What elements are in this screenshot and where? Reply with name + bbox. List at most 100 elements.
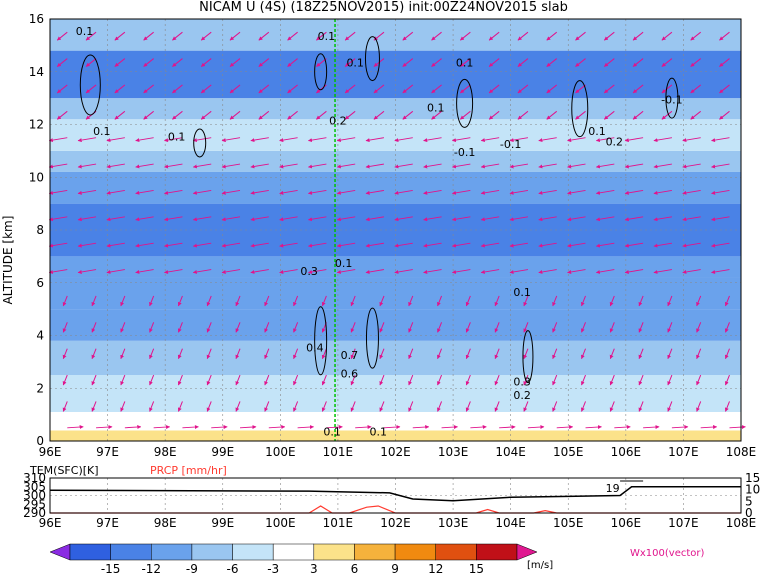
contour-label: -0.1 bbox=[454, 146, 475, 159]
wind-arrow bbox=[287, 31, 298, 41]
wind-arrow bbox=[135, 137, 154, 143]
wind-arrow bbox=[365, 189, 385, 195]
wind-arrow bbox=[431, 58, 442, 67]
wind-arrow bbox=[336, 242, 356, 248]
wind-arrow bbox=[143, 31, 154, 41]
wind-arrow bbox=[85, 31, 97, 41]
wind-arrow bbox=[581, 401, 586, 412]
wind-arrow bbox=[172, 31, 183, 41]
wind-arrow bbox=[297, 425, 315, 430]
wind-arrow bbox=[423, 269, 442, 274]
contour-label: 0.3 bbox=[300, 265, 318, 278]
wind-arrow bbox=[114, 110, 126, 120]
wind-arrow bbox=[690, 110, 702, 120]
bottom-x-tick-label: 104E bbox=[495, 516, 526, 530]
wind-arrow bbox=[114, 84, 126, 94]
colorbar-unit: [m/s] bbox=[527, 560, 553, 571]
x-tick-label: 98E bbox=[154, 445, 177, 459]
wind-arrow bbox=[480, 189, 500, 195]
wind-arrow bbox=[546, 31, 558, 41]
wind-arrow bbox=[653, 189, 672, 195]
wind-arrow bbox=[379, 348, 385, 360]
wind-arrow bbox=[350, 322, 356, 333]
wind-arrow bbox=[696, 322, 702, 333]
wind-arrow bbox=[494, 295, 500, 307]
wind-arrow bbox=[682, 269, 701, 274]
wind-arrow bbox=[609, 374, 615, 386]
wind-arrow bbox=[423, 189, 442, 195]
wind-arrow bbox=[538, 163, 557, 169]
wind-arrow bbox=[581, 295, 586, 307]
x-tick-label: 104E bbox=[495, 445, 526, 459]
wind-arrow bbox=[567, 137, 586, 143]
wind-arrow bbox=[77, 163, 97, 169]
wind-arrow bbox=[402, 58, 414, 67]
wind-arrow bbox=[451, 216, 471, 222]
wind-arrow bbox=[624, 242, 644, 248]
wind-arrow bbox=[350, 295, 356, 307]
bottom-x-tick-label: 107E bbox=[668, 516, 699, 530]
wind-arrow bbox=[653, 242, 672, 248]
wind-arrow bbox=[394, 137, 413, 143]
colorbar-segment bbox=[354, 543, 396, 561]
wind-arrow bbox=[624, 137, 644, 143]
contour-label: 0.1 bbox=[323, 426, 341, 439]
wind-arrow bbox=[595, 189, 615, 195]
contour-label: -0.1 bbox=[500, 138, 521, 151]
contour-label: 0.1 bbox=[318, 30, 336, 43]
y-axis-label: ALTITUDE [km] bbox=[1, 216, 15, 305]
y-tick-label: 8 bbox=[36, 223, 44, 237]
wind-arrow bbox=[172, 58, 183, 67]
x-tick-label: 96E bbox=[39, 445, 62, 459]
wind-arrow bbox=[423, 163, 442, 169]
wind-arrow bbox=[120, 348, 126, 360]
bottom-left-tick: 305 bbox=[23, 480, 46, 494]
wind-arrow bbox=[379, 322, 385, 333]
wind-arrow bbox=[581, 374, 586, 386]
wind-arrow bbox=[581, 348, 586, 360]
wind-arrow bbox=[206, 295, 212, 307]
wind-arrow bbox=[682, 189, 701, 195]
wind-arrow bbox=[192, 163, 212, 169]
wind-arrow bbox=[192, 137, 212, 143]
wind-arrow bbox=[96, 425, 113, 430]
wind-arrow bbox=[264, 401, 270, 412]
colorbar-tick: 15 bbox=[469, 562, 484, 575]
wind-arrow bbox=[552, 322, 558, 333]
wind-arrow bbox=[177, 295, 183, 307]
wind-arrow bbox=[91, 401, 97, 412]
wind-arrow bbox=[711, 242, 730, 248]
colorbar-tick: -9 bbox=[186, 562, 198, 575]
wind-arrow bbox=[729, 425, 746, 430]
wind-arrow bbox=[91, 348, 97, 360]
wind-arrow bbox=[408, 322, 414, 333]
wind-arrow bbox=[321, 348, 327, 360]
contour-label: 0.4 bbox=[306, 341, 324, 354]
wind-arrow bbox=[350, 401, 356, 412]
wind-arrow bbox=[192, 216, 212, 222]
wind-arrow bbox=[279, 137, 298, 143]
wind-arrow bbox=[85, 58, 97, 67]
wind-arrow bbox=[696, 374, 702, 386]
bottom-right-tick: 5 bbox=[745, 494, 753, 508]
contour-line bbox=[456, 78, 474, 128]
wind-arrow bbox=[235, 348, 241, 360]
wind-arrow bbox=[149, 322, 155, 333]
wind-arrow bbox=[394, 216, 413, 222]
wind-arrow bbox=[48, 189, 68, 195]
wind-arrow bbox=[124, 425, 142, 430]
wind-arrow bbox=[114, 58, 126, 67]
wind-arrow bbox=[279, 269, 298, 274]
contour-label: 0.2 bbox=[606, 136, 624, 149]
wind-arrow bbox=[624, 189, 644, 195]
wind-arrow bbox=[451, 269, 471, 274]
wind-arrow bbox=[460, 58, 471, 67]
wind-arrow bbox=[200, 110, 212, 120]
wind-arrow bbox=[465, 374, 471, 386]
bottom-x-tick-label: 103E bbox=[438, 516, 469, 530]
wind-arrow bbox=[567, 189, 586, 195]
wind-arrow bbox=[690, 84, 702, 94]
wind-arrow bbox=[451, 242, 471, 248]
wind-arrow bbox=[77, 189, 97, 195]
wind-arrow bbox=[250, 242, 269, 248]
